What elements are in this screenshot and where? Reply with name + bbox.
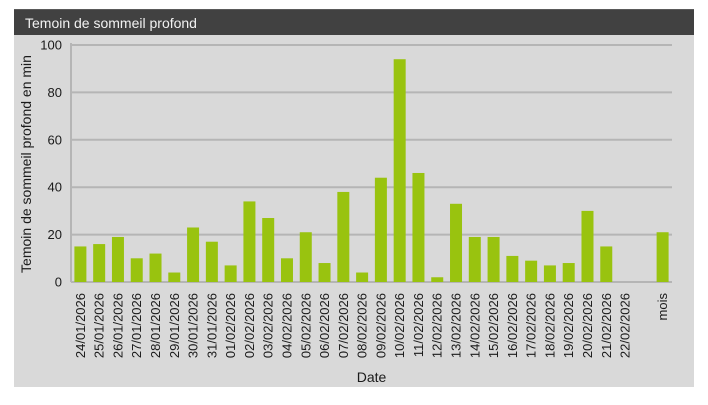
y-tick-label: 40 bbox=[48, 180, 62, 195]
y-tick-label: 80 bbox=[48, 85, 62, 100]
x-tick-label: 12/02/2026 bbox=[430, 293, 445, 358]
x-tick-label: 31/01/2026 bbox=[204, 293, 219, 358]
bar bbox=[581, 210, 594, 282]
bar bbox=[130, 258, 143, 282]
bar bbox=[318, 263, 331, 282]
x-tick-label: 21/02/2026 bbox=[599, 293, 614, 358]
x-tick-label: 26/01/2026 bbox=[110, 293, 125, 358]
bar bbox=[600, 246, 613, 282]
x-tick-label: 03/02/2026 bbox=[261, 293, 276, 358]
bar bbox=[468, 236, 481, 282]
bar bbox=[187, 227, 200, 282]
bar bbox=[356, 272, 369, 282]
x-tick-label: mois bbox=[655, 293, 670, 321]
bar bbox=[506, 255, 519, 282]
x-tick-label: 02/02/2026 bbox=[242, 293, 257, 358]
x-tick-label: 29/01/2026 bbox=[167, 293, 182, 358]
bar bbox=[243, 201, 256, 282]
x-tick-label: 28/01/2026 bbox=[148, 293, 163, 358]
bar bbox=[450, 203, 463, 282]
y-tick-label: 60 bbox=[48, 132, 62, 147]
bar bbox=[431, 277, 444, 282]
bar bbox=[111, 236, 124, 282]
x-tick-label: 14/02/2026 bbox=[467, 293, 482, 358]
y-tick-label: 20 bbox=[48, 227, 62, 242]
x-tick-label: 01/02/2026 bbox=[223, 293, 238, 358]
bar bbox=[393, 59, 406, 282]
bar bbox=[337, 191, 350, 282]
x-tick-label: 30/01/2026 bbox=[186, 293, 201, 358]
bar bbox=[224, 265, 237, 282]
x-tick-label: 10/02/2026 bbox=[392, 293, 407, 358]
chart-panel: Temoin de sommeil profond 0 20 40 60 80 100 24… bbox=[14, 9, 694, 387]
x-tick-label: 11/02/2026 bbox=[411, 293, 426, 357]
bar bbox=[543, 265, 556, 282]
bar bbox=[205, 241, 218, 282]
x-tick-label: 04/02/2026 bbox=[279, 293, 294, 358]
x-tick-label: 19/02/2026 bbox=[561, 293, 576, 358]
bar bbox=[262, 218, 275, 282]
bar bbox=[149, 253, 162, 282]
bar bbox=[280, 258, 293, 282]
x-tick-label: 09/02/2026 bbox=[373, 293, 388, 358]
bar bbox=[562, 263, 575, 282]
bar bbox=[656, 232, 669, 282]
x-tick-label: 18/02/2026 bbox=[542, 293, 557, 358]
bar bbox=[93, 244, 106, 282]
panel-header: Temoin de sommeil profond bbox=[14, 9, 694, 35]
x-tick-label: 27/01/2026 bbox=[129, 293, 144, 358]
x-tick-label: 07/02/2026 bbox=[336, 293, 351, 358]
x-tick-label: 06/02/2026 bbox=[317, 293, 332, 358]
panel-title: Temoin de sommeil profond bbox=[25, 15, 197, 31]
y-tick-label: 0 bbox=[55, 275, 62, 290]
x-tick-label: 13/02/2026 bbox=[449, 293, 464, 358]
bar bbox=[74, 246, 87, 282]
x-tick-label: 05/02/2026 bbox=[298, 293, 313, 358]
bar bbox=[374, 177, 387, 282]
bar bbox=[412, 172, 425, 282]
x-tick-label: 17/02/2026 bbox=[524, 293, 539, 358]
bar bbox=[168, 272, 181, 282]
x-tick-label: 20/02/2026 bbox=[580, 293, 595, 358]
x-tick-label: 16/02/2026 bbox=[505, 293, 520, 358]
bar bbox=[487, 236, 500, 282]
x-tick-label: 24/01/2026 bbox=[73, 293, 88, 358]
x-tick-label: 25/01/2026 bbox=[92, 293, 107, 358]
bar bbox=[525, 260, 538, 282]
bar bbox=[299, 232, 312, 282]
x-axis-title: Date bbox=[357, 369, 387, 385]
y-axis-title: Temoin de sommeil profond en min bbox=[18, 55, 34, 273]
x-tick-label: 22/02/2026 bbox=[618, 293, 633, 358]
x-tick-label: 08/02/2026 bbox=[355, 293, 370, 358]
bar-chart: 0 20 40 60 80 100 24/01/2026 25/01/2026 26/01/20… bbox=[18, 38, 672, 385]
y-tick-label: 100 bbox=[40, 38, 62, 53]
x-tick-label: 15/02/2026 bbox=[486, 293, 501, 358]
